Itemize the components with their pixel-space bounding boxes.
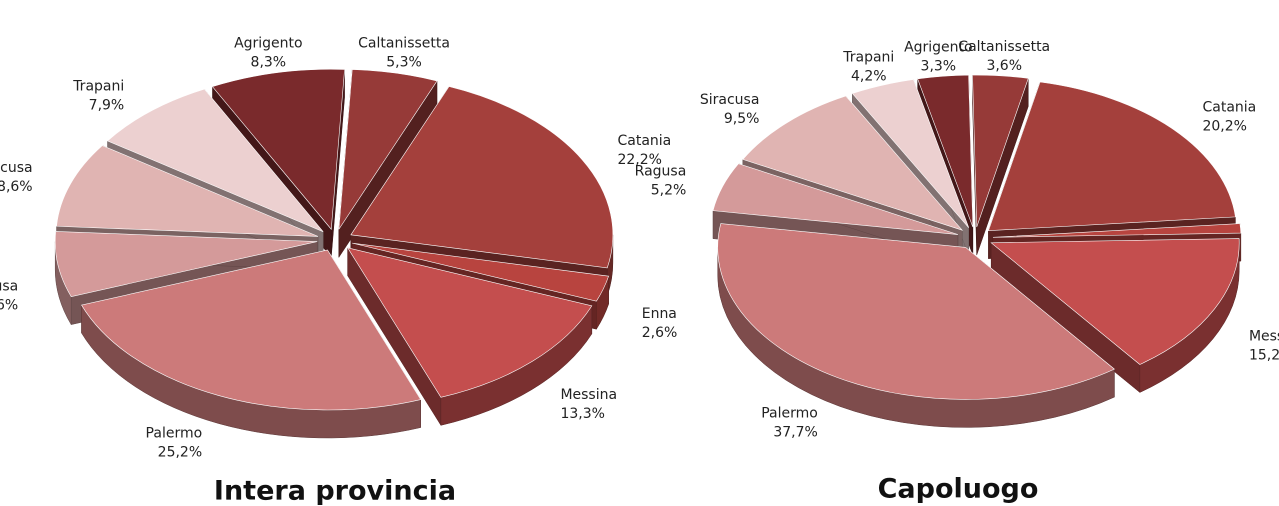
value-label: 5,3% bbox=[386, 55, 422, 71]
value-label: 7,9% bbox=[89, 98, 125, 114]
slice-label: Caltanissetta bbox=[958, 39, 1050, 55]
slice-label: Caltanissetta bbox=[358, 36, 450, 52]
value-label: 22,2% bbox=[617, 152, 661, 168]
slice-label: Palermo bbox=[146, 425, 203, 441]
slice bbox=[106, 88, 324, 233]
slice bbox=[347, 247, 593, 398]
slice-label: Trapani bbox=[72, 79, 124, 95]
slice-label: Messina bbox=[1249, 329, 1279, 345]
slice bbox=[54, 231, 318, 297]
slice bbox=[211, 68, 345, 231]
slice-label: Ragusa bbox=[0, 278, 18, 294]
value-label: 5,2% bbox=[651, 182, 687, 198]
slice-label: Ragusa bbox=[635, 163, 687, 179]
value-label: 9,5% bbox=[724, 111, 760, 127]
slice-label: Agrigento bbox=[904, 40, 973, 56]
slice bbox=[990, 238, 1240, 365]
slice-label: Catania bbox=[1202, 100, 1256, 116]
value-label: 3,3% bbox=[921, 59, 957, 75]
value-label: 3,6% bbox=[986, 58, 1022, 74]
slice bbox=[972, 74, 1029, 228]
value-label: 13,3% bbox=[560, 406, 604, 422]
value-label: 2,6% bbox=[642, 325, 678, 341]
chart-title: Intera provincia bbox=[214, 476, 456, 506]
slice bbox=[81, 249, 422, 411]
value-label: 20,2% bbox=[1202, 119, 1246, 135]
slice bbox=[851, 79, 969, 228]
slice bbox=[992, 223, 1242, 238]
slice-label: Siracusa bbox=[700, 92, 760, 108]
slice bbox=[742, 95, 964, 231]
slice bbox=[988, 81, 1236, 231]
slice-label: Messina bbox=[560, 387, 617, 403]
slice bbox=[717, 223, 1115, 400]
slice bbox=[56, 145, 319, 237]
slice-label: Catania bbox=[617, 133, 671, 149]
slice-label: Siracusa bbox=[0, 160, 33, 176]
slice-label: Trapani bbox=[842, 50, 894, 66]
value-label: 8,3% bbox=[251, 54, 287, 70]
value-label: 15,2% bbox=[1249, 348, 1279, 364]
slice bbox=[338, 69, 438, 230]
slice-label: Enna bbox=[642, 306, 677, 322]
chart-title: Capoluogo bbox=[878, 474, 1039, 505]
slice-label: Agrigento bbox=[234, 35, 303, 51]
slice bbox=[350, 86, 614, 269]
value-label: 4,2% bbox=[851, 69, 887, 85]
slice bbox=[917, 74, 974, 228]
slice-label: Palermo bbox=[761, 406, 818, 422]
slice bbox=[712, 163, 959, 235]
value-label: 25,2% bbox=[158, 444, 202, 460]
value-label: 6,6% bbox=[0, 297, 18, 313]
value-label: 8,6% bbox=[0, 179, 33, 195]
value-label: 37,7% bbox=[773, 425, 817, 441]
slice bbox=[352, 242, 610, 302]
